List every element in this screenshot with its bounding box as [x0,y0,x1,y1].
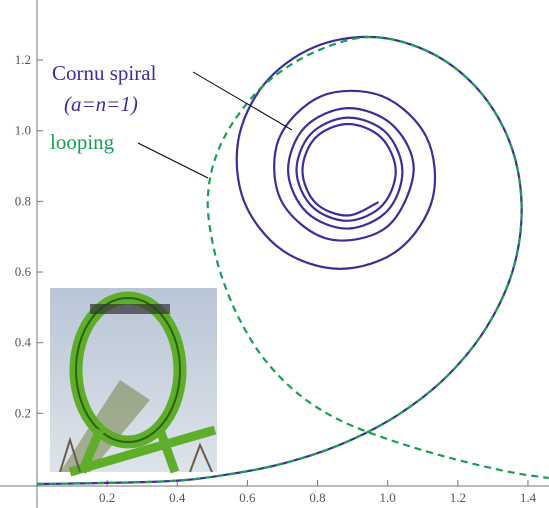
x-tick-label: 1.4 [520,490,537,505]
x-tick-label: 1.2 [450,490,466,505]
x-tick-label: 0.6 [239,490,256,505]
x-tick-label: 0.8 [309,490,325,505]
y-tick-label: 0.4 [15,335,32,350]
annotation: Cornu spiral [52,61,157,85]
annotation: looping [50,130,115,154]
chart: 0.20.40.60.81.01.20.20.40.60.81.01.21.4 … [0,0,549,508]
x-tick-label: 0.4 [169,490,186,505]
annotation: (a=n=1) [64,92,138,116]
leader-line [138,143,208,178]
x-tick-label: 0.2 [99,490,115,505]
photo [50,288,217,472]
x-tick-label: 1.0 [380,490,396,505]
y-tick-label: 0.2 [15,405,31,420]
page: 0.20.40.60.81.01.20.20.40.60.81.01.21.4 … [0,0,549,508]
y-tick-label: 1.2 [15,52,31,67]
y-tick-label: 1.0 [15,123,31,138]
y-tick-label: 0.6 [15,264,32,279]
y-tick-label: 0.8 [15,193,31,208]
